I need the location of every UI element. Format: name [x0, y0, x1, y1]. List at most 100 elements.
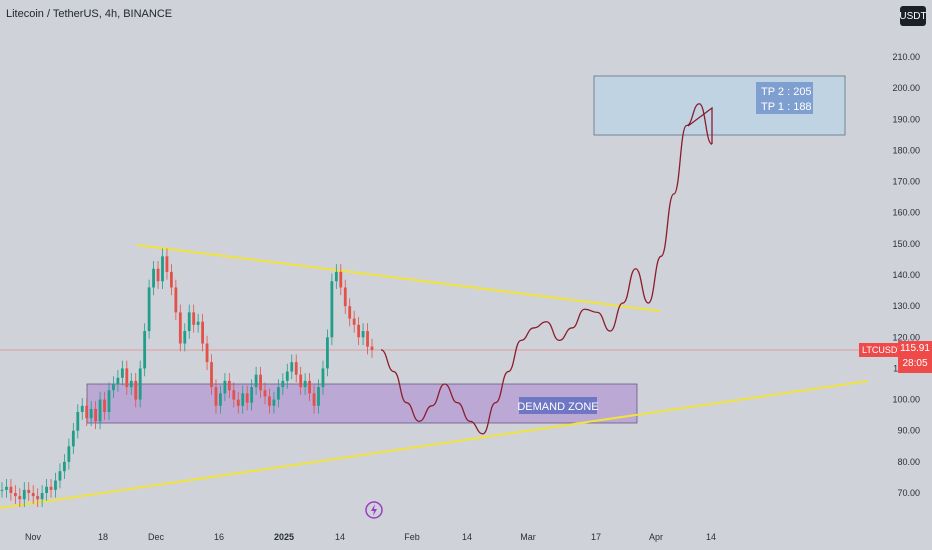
candle-body: [85, 405, 89, 419]
x-tick-label: 14: [462, 532, 472, 542]
candle-body: [361, 331, 365, 338]
candle-body: [330, 281, 334, 338]
y-tick-label: 90.00: [897, 426, 920, 436]
candle-body: [241, 393, 245, 406]
candle-body: [67, 446, 71, 462]
y-tick-label: 190.00: [892, 114, 920, 124]
x-tick-label: Dec: [148, 532, 165, 542]
candle-body: [9, 486, 13, 493]
candle-body: [0, 489, 4, 491]
y-tick-label: 160.00: [892, 208, 920, 218]
candle-body: [232, 390, 236, 400]
candle-body: [312, 393, 316, 406]
y-tick-label: 210.00: [892, 52, 920, 62]
candle-body: [187, 312, 191, 332]
candle-body: [103, 399, 106, 413]
y-tick-label: 150.00: [892, 239, 920, 249]
candle-body: [294, 362, 298, 375]
projection-path: [380, 103, 713, 435]
candle-body: [357, 324, 361, 338]
candle-body: [183, 331, 187, 344]
candle-body: [299, 374, 303, 388]
candle-body: [370, 346, 374, 351]
chart-title: Litecoin / TetherUS, 4h, BINANCE: [6, 8, 173, 20]
x-tick-label: 14: [335, 532, 345, 542]
candle-body: [40, 493, 44, 500]
y-tick-label: 180.00: [892, 145, 920, 155]
x-tick-label: 18: [98, 532, 108, 542]
candle-body: [326, 337, 329, 369]
candle-body: [178, 312, 182, 344]
candle-body: [250, 387, 254, 403]
candle-body: [94, 408, 98, 422]
candle-body: [339, 271, 343, 288]
candle-body: [343, 287, 347, 307]
candle-body: [259, 374, 262, 391]
currency-button[interactable]: USDT: [899, 6, 927, 26]
candle-body: [205, 343, 209, 363]
support-trendline: [0, 380, 869, 509]
candles: [0, 248, 374, 508]
price-axis: 210.00 200.00 190.00 180.00 170.00 160.00 150.…: [892, 52, 920, 498]
bar-countdown: 28:05: [902, 358, 928, 369]
candle-body: [165, 256, 169, 272]
candle-body: [317, 387, 320, 406]
candle-body: [45, 486, 48, 493]
candle-body: [63, 461, 66, 472]
candle-body: [31, 493, 35, 497]
x-tick-label: 2025: [274, 532, 294, 542]
candle-body: [89, 408, 93, 419]
candle-body: [98, 399, 102, 422]
event-marker[interactable]: [365, 501, 383, 519]
candle-body: [58, 471, 62, 481]
candle-body: [107, 390, 111, 413]
candle-body: [227, 380, 231, 391]
candle-body: [290, 362, 294, 372]
target-label-bg: [756, 82, 813, 114]
candle-body: [245, 393, 249, 403]
candle-body: [80, 405, 84, 413]
candle-body: [174, 287, 178, 313]
time-axis: Nov 18 Dec 16 2025 14 Feb 14 Mar 17 Apr 14: [25, 532, 716, 542]
candle-body: [169, 271, 173, 288]
candle-body: [366, 331, 369, 347]
candle-body: [352, 318, 356, 325]
candle-body: [27, 489, 31, 493]
projection-arrow-head: [687, 106, 713, 144]
x-tick-label: 16: [214, 532, 224, 542]
candle-body: [71, 430, 75, 447]
tp2-label: TP 2 : 205: [761, 86, 812, 98]
last-price: 115.91: [900, 343, 930, 354]
candle-body: [36, 496, 40, 500]
candle-body: [236, 399, 240, 406]
candle-body: [116, 377, 120, 384]
resistance-trendline: [136, 244, 661, 312]
candle-body: [49, 486, 53, 490]
y-tick-label: 140.00: [892, 270, 920, 280]
candle-body: [125, 368, 129, 388]
candle-body: [120, 368, 124, 378]
candle-body: [268, 396, 271, 406]
x-tick-label: Nov: [25, 532, 42, 542]
candle-body: [201, 321, 205, 344]
candle-body: [223, 380, 227, 394]
x-tick-label: 14: [706, 532, 716, 542]
candle-body: [214, 387, 218, 406]
symbol-badge: LTCUSDT: [859, 343, 906, 357]
candle-body: [192, 312, 196, 325]
candle-body: [18, 496, 22, 500]
price-badge: 115.91 28:05: [898, 341, 932, 373]
candle-body: [276, 387, 280, 400]
candle-body: [13, 493, 17, 497]
x-tick-label: Mar: [520, 532, 536, 542]
candle-body: [5, 486, 8, 490]
candle-body: [263, 390, 267, 397]
candle-body: [161, 256, 164, 282]
candle-body: [321, 368, 325, 388]
y-tick-label: 80.00: [897, 457, 920, 467]
candle-body: [129, 380, 133, 388]
candle-body: [76, 412, 80, 431]
candle-body: [22, 489, 26, 500]
